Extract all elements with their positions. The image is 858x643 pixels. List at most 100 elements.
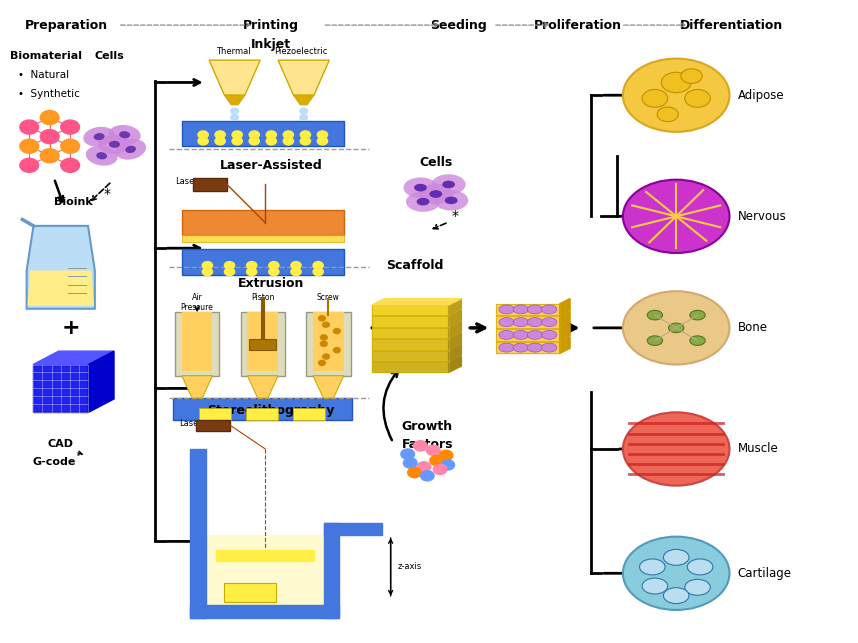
Ellipse shape [690,336,705,345]
Polygon shape [175,312,220,376]
FancyBboxPatch shape [182,249,344,275]
Ellipse shape [623,59,729,132]
Circle shape [320,341,327,347]
Text: Scaffold: Scaffold [386,258,444,272]
Ellipse shape [657,107,679,122]
Circle shape [414,440,427,451]
FancyBboxPatch shape [225,583,275,602]
Ellipse shape [86,146,118,166]
Circle shape [323,322,329,327]
Circle shape [202,262,213,269]
Circle shape [215,131,226,138]
Polygon shape [240,312,285,376]
Polygon shape [182,312,213,370]
Circle shape [313,262,323,269]
Text: Piezoelectric: Piezoelectric [275,47,328,56]
Circle shape [246,268,257,276]
Ellipse shape [417,198,429,206]
Circle shape [266,137,276,145]
Circle shape [249,131,259,138]
Polygon shape [496,329,560,341]
Text: •  Synthetic: • Synthetic [18,89,80,99]
Ellipse shape [528,305,542,314]
Circle shape [231,108,239,114]
Polygon shape [449,322,462,338]
Text: +: + [62,318,81,338]
Circle shape [61,120,80,134]
Circle shape [40,111,59,125]
Polygon shape [372,351,449,361]
Text: Biomaterial: Biomaterial [9,51,82,60]
Ellipse shape [99,135,130,154]
Polygon shape [209,60,260,95]
Polygon shape [372,305,449,315]
Ellipse shape [681,69,702,84]
Circle shape [269,262,279,269]
Text: Laser: Laser [175,177,198,186]
Polygon shape [33,351,114,365]
Polygon shape [496,316,560,328]
Polygon shape [88,351,114,412]
Circle shape [40,149,59,163]
Text: CAD: CAD [48,439,74,449]
Ellipse shape [403,177,438,198]
Polygon shape [324,523,382,535]
Circle shape [291,268,301,276]
Ellipse shape [541,331,557,340]
Ellipse shape [663,549,689,565]
Circle shape [334,329,341,334]
Polygon shape [372,328,449,338]
Circle shape [291,262,301,269]
Circle shape [334,348,341,353]
Circle shape [225,262,234,269]
Polygon shape [560,337,570,354]
Circle shape [225,268,234,276]
Circle shape [299,108,307,114]
Circle shape [439,450,453,460]
FancyBboxPatch shape [182,210,344,235]
Ellipse shape [647,311,662,320]
Polygon shape [324,523,340,618]
Ellipse shape [444,197,457,204]
Ellipse shape [687,559,713,575]
Text: Extrusion: Extrusion [239,277,305,290]
Ellipse shape [109,125,141,145]
Text: Printing: Printing [244,19,299,32]
Polygon shape [449,333,462,350]
FancyBboxPatch shape [199,408,232,421]
Circle shape [249,137,259,145]
Polygon shape [313,312,344,370]
Polygon shape [560,298,570,315]
Polygon shape [449,310,462,327]
Polygon shape [496,303,560,315]
FancyBboxPatch shape [196,420,231,431]
Polygon shape [293,95,314,105]
Circle shape [40,130,59,143]
Text: Bone: Bone [738,322,768,334]
Circle shape [231,114,239,120]
Text: z-axis: z-axis [397,563,422,572]
Ellipse shape [528,331,542,340]
Ellipse shape [442,181,455,188]
FancyBboxPatch shape [293,408,325,421]
Ellipse shape [662,72,692,93]
Ellipse shape [663,588,689,604]
Polygon shape [372,298,462,305]
Text: Screw: Screw [317,293,340,302]
Ellipse shape [623,537,729,610]
Polygon shape [247,376,278,398]
Text: *: * [451,208,458,222]
Text: Bioink: Bioink [54,197,93,207]
Ellipse shape [685,579,710,595]
Ellipse shape [639,559,665,575]
Circle shape [20,158,39,172]
Ellipse shape [432,174,466,195]
Circle shape [300,137,311,145]
FancyBboxPatch shape [182,235,344,242]
Circle shape [232,131,242,138]
Polygon shape [496,342,560,354]
Polygon shape [372,362,449,372]
Ellipse shape [642,578,668,594]
Text: Growth: Growth [402,421,453,433]
Ellipse shape [528,343,542,352]
